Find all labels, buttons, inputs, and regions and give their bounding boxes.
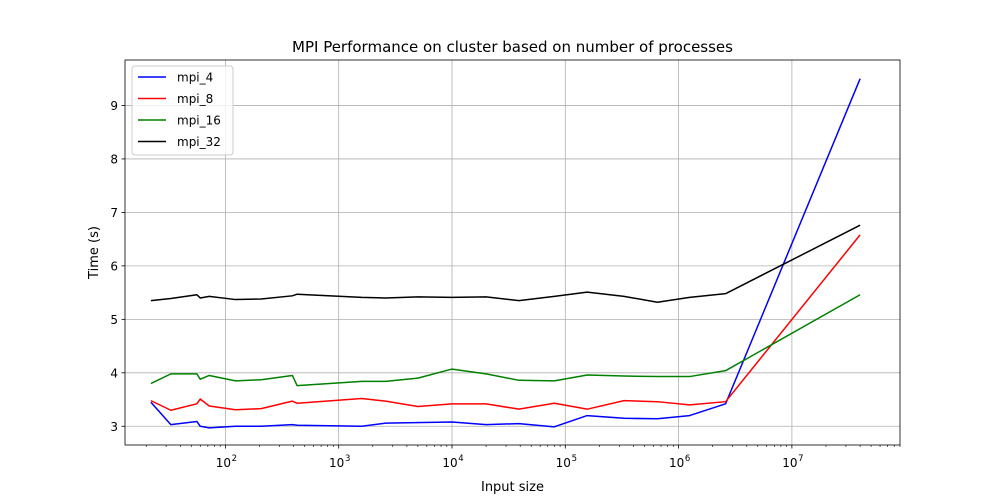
y-tick-label: 7 <box>110 206 118 220</box>
y-tick-label: 3 <box>110 420 118 434</box>
legend-box <box>131 65 234 156</box>
plot-frame <box>124 59 901 446</box>
x-tick-label: 10 <box>329 456 344 470</box>
x-axis: 10 2 10 3 10 4 10 5 10 6 10 7 <box>145 445 901 470</box>
series-line-mpi_16 <box>150 294 861 387</box>
legend-label: mpi_8 <box>177 92 213 106</box>
legend: mpi_4 mpi_8 mpi_16 mpi_32 <box>131 65 234 156</box>
series-lines <box>150 78 861 429</box>
legend-label: mpi_4 <box>177 71 213 85</box>
chart-title: MPI Performance on cluster based on numb… <box>292 38 733 56</box>
x-tick-label-exponent: 6 <box>685 454 690 464</box>
y-tick-label: 6 <box>110 259 118 273</box>
x-tick-label-exponent: 4 <box>458 454 463 464</box>
y-axis: 3 4 5 6 7 8 9 <box>110 99 125 434</box>
legend-label: mpi_16 <box>177 114 221 128</box>
x-tick-label: 10 <box>782 456 797 470</box>
x-tick-label: 10 <box>669 456 684 470</box>
series-line-mpi_8 <box>150 234 861 411</box>
y-tick-label: 8 <box>110 152 118 166</box>
x-tick-label-exponent: 2 <box>232 454 237 464</box>
x-tick-label: 10 <box>556 456 571 470</box>
legend-label: mpi_32 <box>177 135 221 149</box>
x-axis-label: Input size <box>481 480 544 495</box>
y-tick-label: 5 <box>110 313 118 327</box>
y-tick-label: 4 <box>110 366 118 380</box>
x-tick-label-exponent: 3 <box>345 454 350 464</box>
x-tick-label-exponent: 5 <box>572 454 577 464</box>
grid <box>125 60 900 445</box>
series-line-mpi_4 <box>150 78 861 429</box>
y-tick-label: 9 <box>110 99 118 113</box>
y-axis-label: Time (s) <box>87 226 102 280</box>
x-tick-label: 10 <box>216 456 231 470</box>
x-tick-label-exponent: 7 <box>798 454 803 464</box>
x-tick-label: 10 <box>442 456 457 470</box>
series-line-mpi_32 <box>150 224 861 303</box>
